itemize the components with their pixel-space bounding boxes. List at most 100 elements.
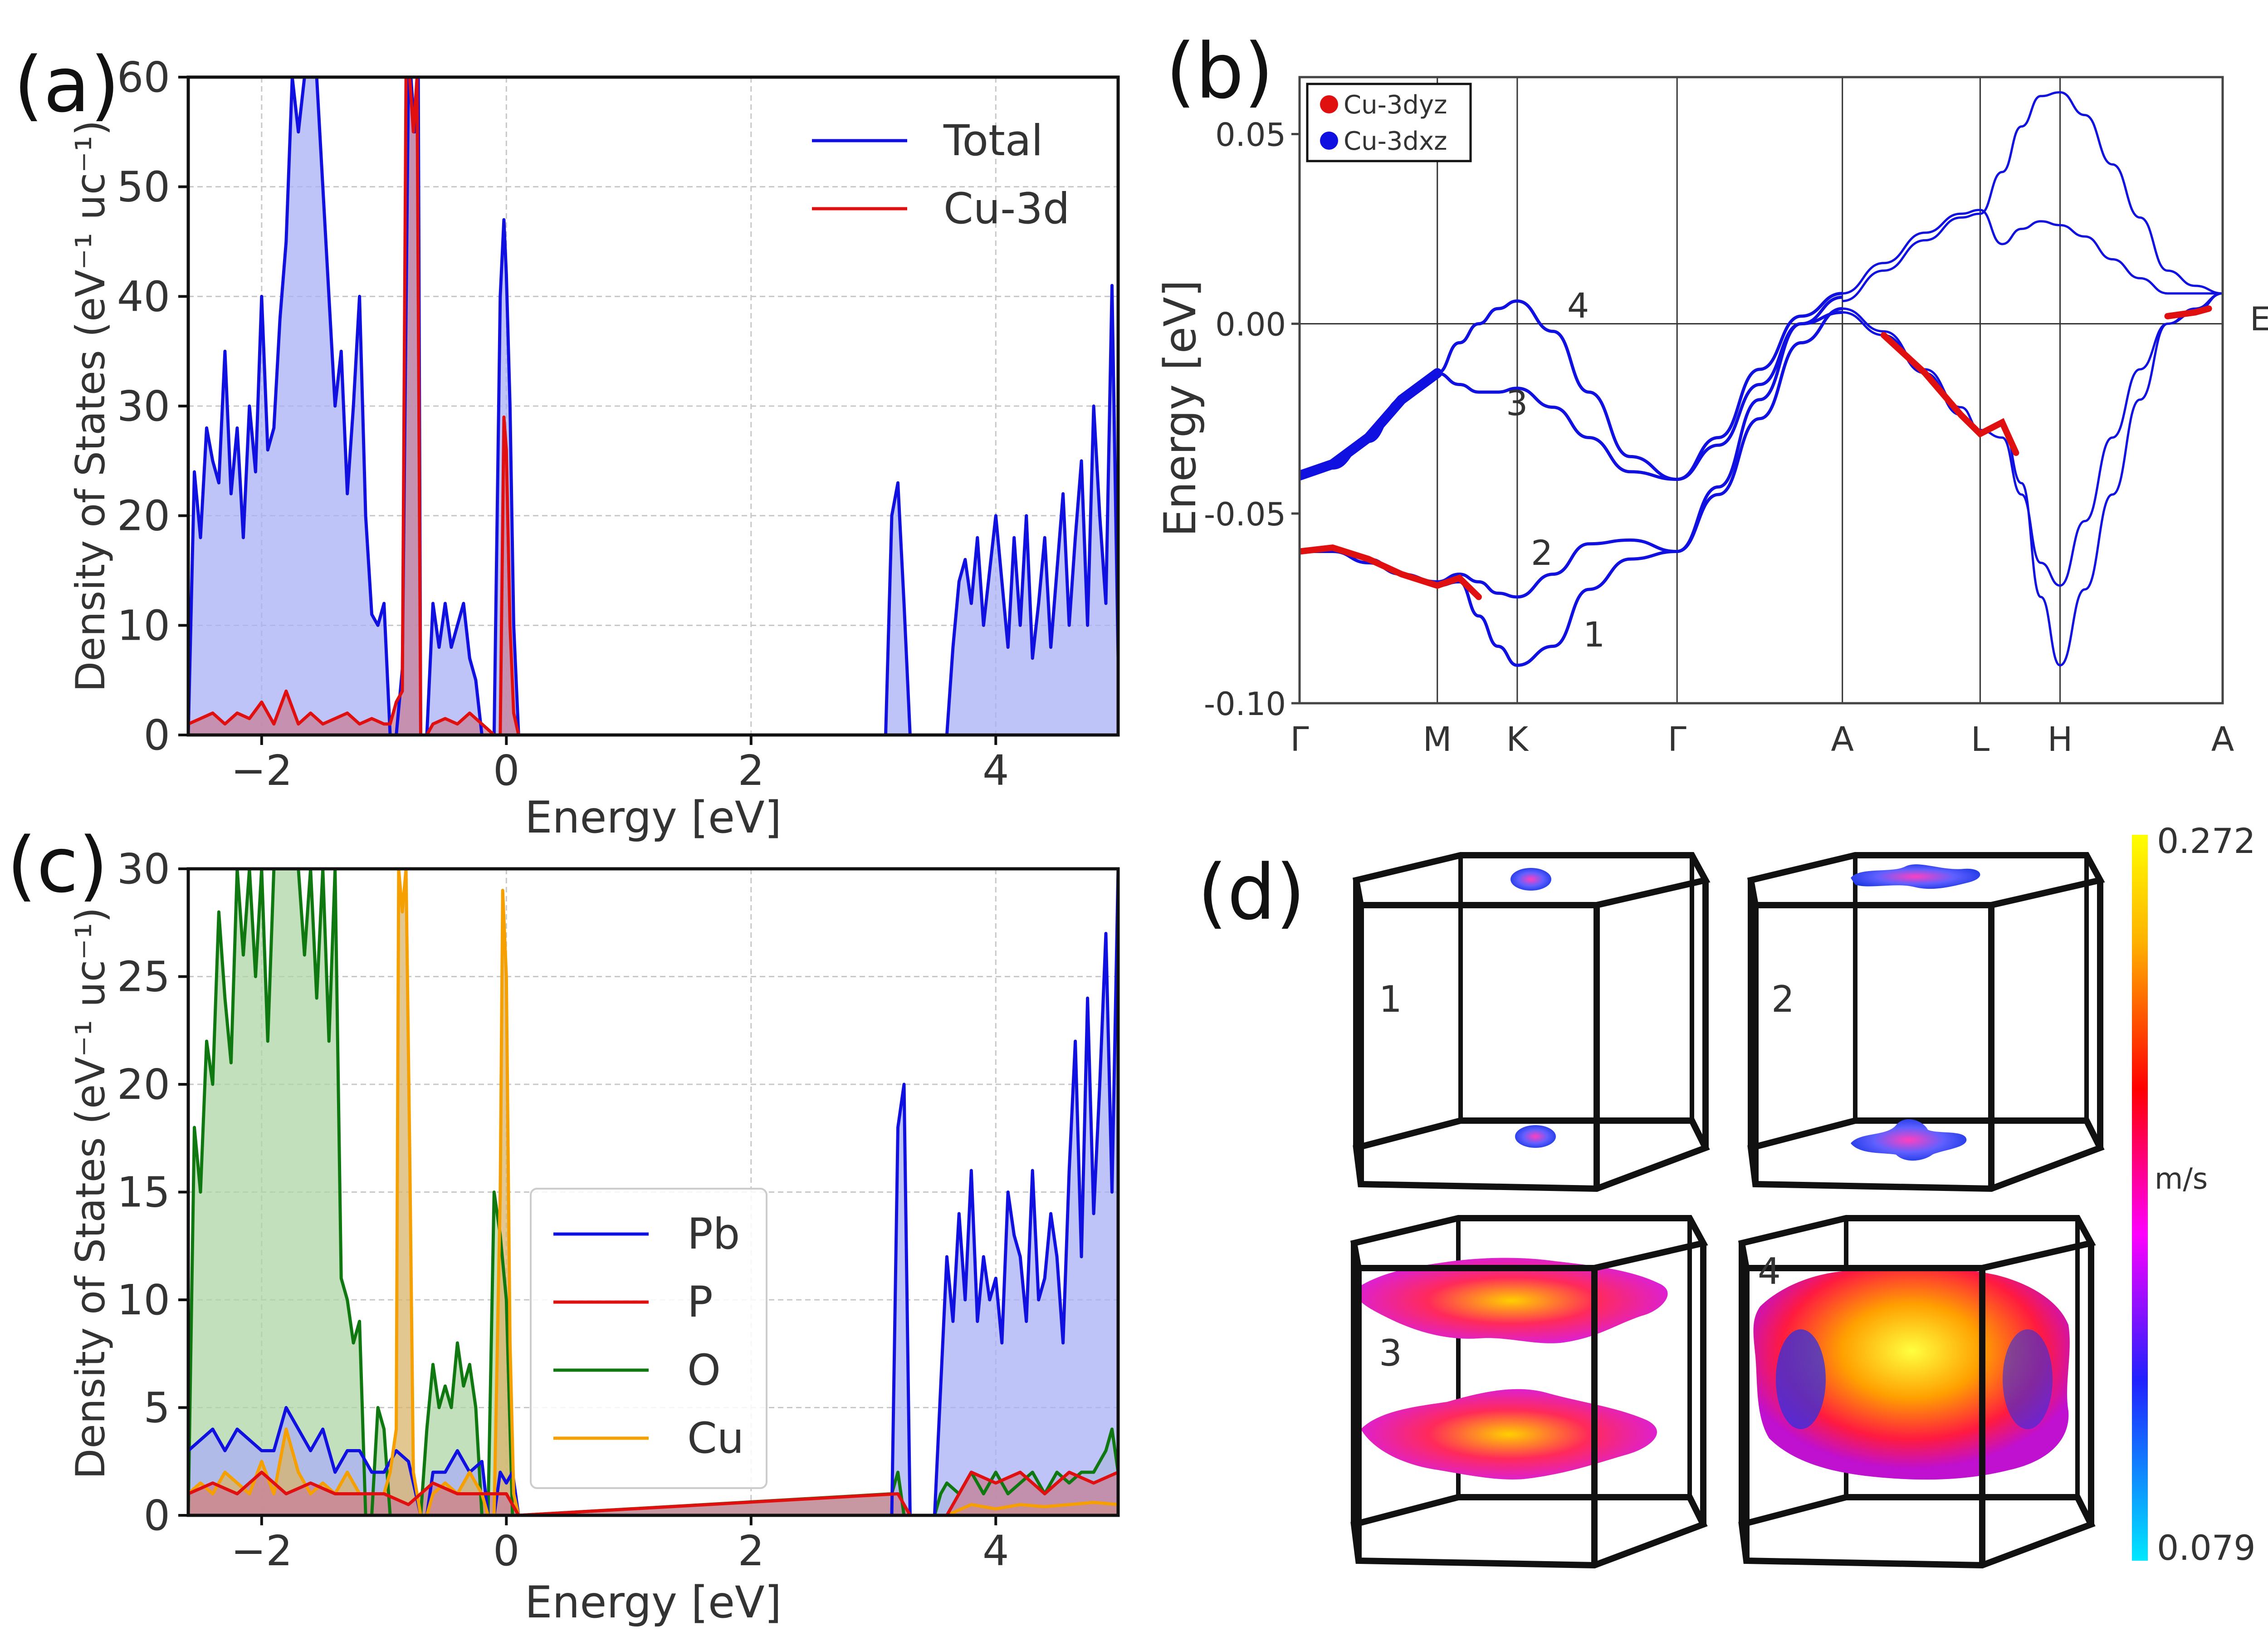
panel-b-yticks: 0.05 0.00 -0.05 -0.10 [1204,116,1300,723]
c-xtick-label: 4 [982,1527,1009,1575]
band-weight-cu3dyz [1300,544,1482,600]
a-line-total [188,77,1118,735]
a-xtick-label: −2 [231,746,293,795]
a-ytick-label: 20 [117,492,170,540]
panel-b-label: (b) [1166,27,1274,116]
pocket-1-bottom [1515,1125,1556,1148]
band-line [1842,91,2223,302]
kpath-label: Γ [1668,720,1686,759]
b-ytick-label: 0.05 [1215,116,1286,153]
panel-c-yticks: 0 5 10 15 20 25 30 [117,845,188,1540]
colorbar-max: 0.272 [2157,821,2256,861]
legend-p-label: P [687,1278,713,1327]
kpath-label: A [1831,720,1854,759]
c-ytick-label: 20 [117,1060,170,1109]
a-line-cu-3d [188,77,525,735]
band-weight-cu3dxz [1300,368,1442,481]
panel-b-legend-box [1306,83,1472,162]
legend-pb-label: Pb [687,1210,740,1259]
c-xtick-label: −2 [231,1527,293,1575]
b-ytick-label: -0.10 [1204,686,1286,723]
panel-c-legend: Pb P O Cu [530,1188,767,1489]
c-ytick-label: 5 [143,1384,170,1432]
c-line-cu [188,869,1118,1515]
panel-c-pdos-chart: (c) −2 0 2 4 0 5 10 15 20 25 30 Energy [eV] Densi… [7,821,1120,1628]
band-label-2: 2 [1531,533,1553,573]
c-ytick-label: 10 [117,1276,170,1324]
a-ytick-label: 60 [117,53,170,102]
pocket-2-top [1851,864,1980,889]
panel-b-kpath-lines [1300,77,2223,703]
surface-label-4: 4 [1758,1250,1781,1293]
bz-bottom-3 [1350,1494,1708,1569]
panel-a-lines [188,77,1118,735]
panel-b-band-structure: (b) 0.05 0.00 -0.05 -0.10 Γ M K Γ A L H A Energy [… [1155,27,2268,759]
bz-bottom-4 [1738,1494,2096,1569]
panel-d-fermi-surfaces: (d) 1 2 [1198,821,2256,1569]
panel-a-xticks: −2 0 2 4 [231,735,1009,795]
surface-4-hole [2003,1329,2053,1429]
ef-main: E [2250,300,2268,338]
c-line-p [188,1470,1118,1515]
kpath-label: M [1423,720,1452,759]
b-ytick-label: 0.00 [1215,306,1286,343]
panel-b-bands [1300,91,2223,667]
colorbar-unit: m/s [2155,1162,2208,1196]
fermi-surface-1: 1 [1352,852,1711,1192]
kpath-label: K [1506,720,1530,759]
a-ytick-label: 10 [117,601,170,650]
panel-a-xlabel: Energy [eV] [525,792,782,843]
panel-b-legend: Cu-3dyz Cu-3dxz [1306,83,1472,162]
surface-4-body [1753,1265,2070,1480]
c-ytick-label: 30 [117,845,170,893]
panel-c-lines [188,869,1118,1515]
surface-label-2: 2 [1771,978,1794,1020]
surface-3-lower-sheet [1361,1389,1657,1479]
kpath-label: A [2211,720,2234,759]
panel-c-ylabel: Density of States (eV⁻¹ uc⁻¹) [67,907,114,1479]
legend-cu3dyz-dot [1320,95,1338,113]
colorbar-min: 0.079 [2157,1528,2256,1568]
band-line [1842,292,2223,587]
band-label-3: 3 [1506,383,1528,423]
colorbar: 0.272 m/s 0.079 [2132,821,2256,1568]
a-ytick-label: 50 [117,163,170,211]
panel-b-band-labels: 4 3 2 1 [1506,285,1605,655]
kpath-label: H [2048,720,2073,759]
panel-c-xticks: −2 0 2 4 [231,1515,1009,1575]
panel-a-dos-chart: (a) −2 0 2 4 0 10 20 30 40 50 60 Energy [eV] Dens… [14,40,1120,843]
band-label-1: 1 [1583,614,1605,655]
band-line [1842,209,2223,295]
kpath-label: Γ [1290,720,1309,759]
fermi-surface-2: 2 [1747,852,2105,1192]
legend-cu-label: Cu [687,1414,744,1463]
band-label-4: 4 [1567,285,1589,326]
surface-label-3: 3 [1379,1332,1402,1374]
surface-4-hole [1776,1329,1826,1429]
fermi-surface-3: 3 [1350,1215,1708,1569]
panel-a-legend: Total Cu-3d [812,116,1070,234]
legend-cu3d-label: Cu-3d [943,184,1070,234]
legend-cu3dyz-label: Cu-3dyz [1344,90,1447,120]
a-xtick-label: 4 [982,746,1009,795]
legend-cu3dxz-dot [1320,132,1338,150]
panel-a-fills [188,77,1118,735]
pocket-2-bottom [1851,1119,1967,1161]
band-weight-cu3dyz [1880,332,2019,456]
a-area-total [188,77,1118,735]
surface-label-1: 1 [1379,978,1402,1020]
bz-top-4 [1738,1215,2096,1271]
c-line-pb [188,869,1118,1515]
panel-b-ef-label: EF [2250,300,2268,345]
a-ytick-label: 30 [117,382,170,431]
a-xtick-label: 0 [493,746,520,795]
c-ytick-label: 15 [117,1168,170,1217]
c-ytick-label: 0 [143,1491,170,1540]
c-xtick-label: 0 [493,1527,520,1575]
c-xtick-label: 2 [738,1527,765,1575]
legend-o-label: O [687,1346,721,1395]
band-line [1300,307,1843,599]
c-ytick-label: 25 [117,953,170,1001]
a-ytick-label: 0 [143,711,170,759]
